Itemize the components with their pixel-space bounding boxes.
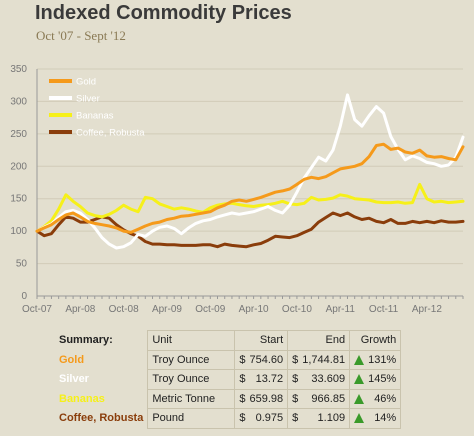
start-currency: $ — [234, 388, 246, 409]
unit-cell: Pound — [147, 408, 236, 429]
x-tick-label: Oct-10 — [282, 304, 312, 315]
x-tick-label: Oct-08 — [109, 304, 139, 315]
growth-header: Growth — [349, 330, 402, 351]
commodity-name: Coffee, Robusta — [59, 412, 144, 425]
x-tick-label: Apr-09 — [152, 304, 182, 315]
end-currency: $ — [287, 408, 299, 429]
up-arrow-icon — [349, 388, 365, 409]
commodity-name: Bananas — [59, 392, 105, 405]
end-value: 966.85 — [298, 388, 351, 409]
x-axis: Oct-07 Apr-08 Oct-08 Apr-09 Oct-09 Apr-10 Oct-… — [22, 295, 464, 315]
end-header: End — [287, 330, 351, 351]
legend-label: Bananas — [76, 111, 114, 122]
x-tick-label: Apr-08 — [65, 304, 95, 315]
y-axis: 0 50 100 150 200 250 300 350 — [10, 64, 38, 302]
legend-label: Gold — [76, 77, 96, 88]
growth-value: 131% — [364, 349, 402, 370]
series-line-bananas — [35, 182, 465, 233]
unit-cell: Troy Ounce — [147, 349, 236, 370]
summary-row: Gold Troy Ounce $754.60 $1,744.81 131% — [55, 349, 402, 370]
summary-row: Silver Troy Ounce $13.72 $33.609 145% — [55, 369, 402, 390]
start-value: 0.975 — [245, 408, 289, 429]
series-line-gold — [35, 142, 465, 234]
start-value: 13.72 — [245, 369, 289, 390]
summary-row: Coffee, Robusta Pound $0.975 $1.109 14% — [55, 408, 402, 429]
start-header: Start — [234, 330, 289, 351]
unit-cell: Metric Tonne — [147, 388, 236, 409]
growth-value: 14% — [364, 408, 402, 429]
commodity-name: Gold — [59, 353, 85, 366]
y-tick-label: 100 — [10, 226, 27, 237]
summary-label: Summary: — [59, 334, 113, 347]
unit-header: Unit — [147, 330, 236, 351]
end-currency: $ — [287, 388, 299, 409]
series-line-silver — [35, 93, 465, 250]
x-tick-label: Oct-11 — [369, 304, 399, 315]
start-currency: $ — [234, 408, 246, 429]
legend-label: Coffee, Robusta — [76, 128, 145, 139]
y-tick-label: 250 — [10, 129, 27, 140]
series-line-coffee-robusta — [35, 211, 465, 249]
up-arrow-icon — [354, 413, 365, 424]
end-value: 33.609 — [298, 369, 351, 390]
x-tick-label: Apr-11 — [326, 304, 356, 315]
up-arrow-icon — [354, 354, 365, 365]
y-tick-label: 300 — [10, 96, 27, 107]
y-tick-label: 50 — [16, 259, 28, 270]
gridlines — [37, 68, 463, 297]
chart-title: Indexed Commodity Prices — [35, 2, 292, 24]
end-value: 1,744.81 — [298, 349, 351, 370]
y-tick-label: 0 — [21, 291, 27, 302]
y-tick-label: 350 — [10, 64, 27, 75]
x-tick-label: Apr-12 — [412, 304, 442, 315]
up-arrow-icon — [354, 393, 365, 404]
summary-row: Bananas Metric Tonne $659.98 $966.85 46% — [55, 388, 402, 409]
commodity-name: Silver — [59, 373, 89, 386]
start-currency: $ — [234, 349, 246, 370]
up-arrow-icon — [349, 408, 365, 429]
growth-value: 46% — [364, 388, 402, 409]
summary-table: Summary: Unit Start End Growth Gold Troy … — [55, 330, 402, 429]
y-tick-label: 150 — [10, 194, 27, 205]
up-arrow-icon — [349, 369, 365, 390]
legend: Gold Silver Bananas Coffee, Robusta — [49, 77, 145, 139]
y-tick-label: 200 — [10, 161, 27, 172]
unit-cell: Troy Ounce — [147, 369, 236, 390]
chart-subtitle: Oct '07 - Sept '12 — [36, 28, 126, 43]
up-arrow-icon — [354, 374, 365, 385]
end-currency: $ — [287, 369, 299, 390]
end-value: 1.109 — [298, 408, 351, 429]
growth-value: 145% — [364, 369, 402, 390]
line-chart: 0 50 100 150 200 250 300 350 Oct-07 Apr-08 Oct-08… — [10, 64, 465, 315]
series-lines — [35, 93, 465, 250]
start-currency: $ — [234, 369, 246, 390]
start-value: 659.98 — [245, 388, 289, 409]
x-tick-label: Oct-09 — [195, 304, 225, 315]
legend-label: Silver — [76, 94, 100, 105]
end-currency: $ — [287, 349, 299, 370]
x-tick-label: Apr-10 — [239, 304, 269, 315]
summary-header-row: Summary: Unit Start End Growth — [55, 330, 402, 351]
start-value: 754.60 — [245, 349, 289, 370]
up-arrow-icon — [349, 349, 365, 370]
x-tick-label: Oct-07 — [22, 304, 52, 315]
